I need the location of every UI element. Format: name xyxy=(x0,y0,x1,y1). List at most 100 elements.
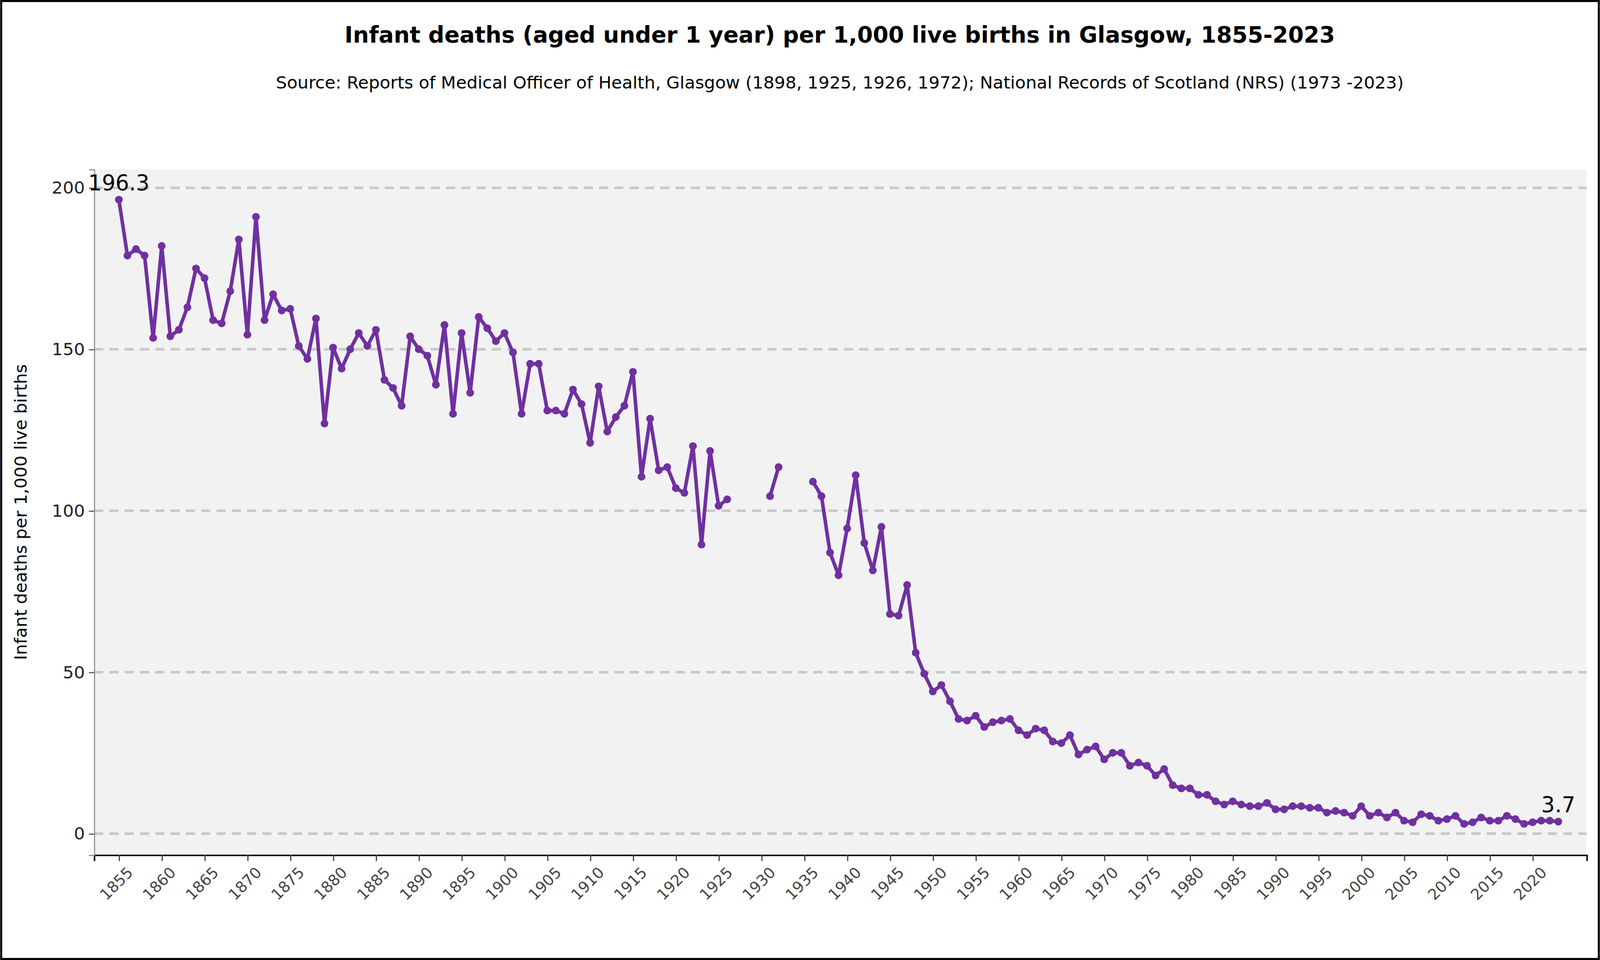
x-tick-mark xyxy=(1189,854,1191,861)
y-tick-mark xyxy=(89,672,95,674)
x-tick-label: 1985 xyxy=(1210,863,1251,904)
x-tick-mark xyxy=(1361,854,1363,861)
subtitle: Source: Reports of Medical Officer of He… xyxy=(275,72,1404,93)
marker xyxy=(1297,802,1306,811)
marker xyxy=(868,566,877,575)
y-tick-label: 200 xyxy=(51,177,85,198)
marker xyxy=(243,330,252,339)
marker xyxy=(569,385,578,394)
marker xyxy=(851,471,860,480)
x-tick: 2000 xyxy=(1338,854,1380,904)
marker xyxy=(534,360,543,368)
x-tick-mark xyxy=(718,854,720,861)
x-tick-mark xyxy=(290,854,292,861)
marker xyxy=(1408,818,1417,827)
marker xyxy=(1237,800,1246,809)
marker xyxy=(235,235,244,244)
marker xyxy=(1511,814,1520,823)
marker xyxy=(826,548,835,557)
marker xyxy=(680,489,689,498)
x-tick-label: 1905 xyxy=(524,863,566,904)
marker xyxy=(483,324,492,333)
marker xyxy=(192,264,200,273)
x-tick: 2005 xyxy=(1381,854,1422,904)
marker xyxy=(1460,820,1469,829)
marker xyxy=(1477,813,1486,822)
marker xyxy=(149,333,158,342)
marker xyxy=(1348,811,1357,820)
y-tick-label: 150 xyxy=(51,339,85,360)
marker xyxy=(672,484,680,493)
marker xyxy=(843,524,852,533)
marker xyxy=(1443,814,1452,823)
marker xyxy=(517,410,526,419)
marker xyxy=(988,718,997,727)
marker xyxy=(277,306,286,315)
marker xyxy=(140,251,149,260)
marker xyxy=(1083,745,1092,754)
marker xyxy=(1160,765,1169,774)
x-tick-label: 1950 xyxy=(910,863,951,904)
x-tick-mark xyxy=(846,854,848,861)
x-tick-mark xyxy=(633,854,635,861)
marker xyxy=(491,337,500,346)
marker xyxy=(1228,797,1237,806)
marker xyxy=(663,463,672,472)
marker xyxy=(132,245,141,254)
data-layer xyxy=(115,195,1563,828)
x-tick-mark xyxy=(1104,854,1106,861)
x-tick-label: 1925 xyxy=(696,863,737,904)
marker xyxy=(1280,805,1288,814)
marker xyxy=(706,446,715,455)
x-tick: 1930 xyxy=(738,854,780,904)
x-tick-label: 1955 xyxy=(953,863,994,904)
y-tick: 150 xyxy=(51,339,94,360)
marker xyxy=(1485,817,1494,826)
marker xyxy=(937,681,946,690)
y-tick: 0 xyxy=(73,823,94,844)
marker xyxy=(380,376,389,384)
marker xyxy=(885,610,894,619)
series-line xyxy=(118,199,1559,824)
x-tick-label: 1945 xyxy=(867,863,908,904)
marker xyxy=(509,348,518,357)
marker xyxy=(946,697,955,706)
marker xyxy=(912,649,920,658)
grid-line xyxy=(93,670,1587,674)
marker xyxy=(157,242,166,251)
x-tick: 1875 xyxy=(267,854,309,904)
marker xyxy=(980,723,989,732)
x-tick-label: 1935 xyxy=(781,863,823,904)
x-tick-mark xyxy=(418,854,420,861)
marker xyxy=(1554,817,1563,826)
marker xyxy=(1049,737,1058,746)
marker xyxy=(457,329,466,338)
marker xyxy=(963,716,972,725)
marker xyxy=(1271,805,1280,814)
marker xyxy=(200,274,209,283)
marker xyxy=(1520,820,1528,829)
marker xyxy=(1545,817,1554,826)
marker xyxy=(260,316,269,325)
x-tick-label: 1970 xyxy=(1081,863,1123,904)
x-tick-label: 1930 xyxy=(738,863,780,904)
x-tick: 1960 xyxy=(995,854,1037,904)
x-tick: 1920 xyxy=(653,854,694,904)
marker xyxy=(1468,818,1477,827)
marker xyxy=(646,414,655,423)
marker xyxy=(1194,790,1203,799)
marker xyxy=(766,492,775,501)
x-tick: 1905 xyxy=(524,854,566,904)
x-tick-mark xyxy=(1318,854,1320,861)
marker xyxy=(1365,811,1374,820)
x-tick-mark xyxy=(1018,854,1020,861)
marker xyxy=(303,355,312,364)
marker xyxy=(269,290,278,299)
x-axis-line xyxy=(94,855,1588,862)
marker xyxy=(1417,810,1426,819)
y-tick-label: 100 xyxy=(51,500,85,522)
y-axis: 050100150200 xyxy=(51,169,95,855)
x-tick-mark xyxy=(1403,854,1405,861)
marker xyxy=(1357,802,1366,811)
x-tick-mark xyxy=(761,854,763,861)
